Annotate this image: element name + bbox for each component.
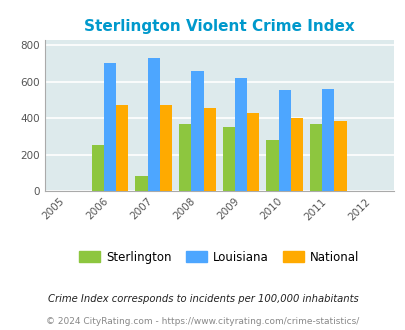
Title: Sterlington Violent Crime Index: Sterlington Violent Crime Index bbox=[84, 19, 354, 34]
Bar bbox=[278, 90, 290, 191]
Bar bbox=[104, 63, 116, 191]
Bar bbox=[160, 106, 172, 191]
Bar bbox=[309, 124, 322, 191]
Bar bbox=[191, 71, 203, 191]
Bar bbox=[247, 113, 259, 191]
Bar bbox=[222, 127, 234, 191]
Text: Crime Index corresponds to incidents per 100,000 inhabitants: Crime Index corresponds to incidents per… bbox=[47, 294, 358, 304]
Bar bbox=[135, 176, 147, 191]
Bar bbox=[322, 89, 334, 191]
Bar bbox=[147, 58, 160, 191]
Bar bbox=[203, 108, 215, 191]
Text: © 2024 CityRating.com - https://www.cityrating.com/crime-statistics/: © 2024 CityRating.com - https://www.city… bbox=[46, 317, 359, 326]
Bar bbox=[234, 78, 247, 191]
Legend: Sterlington, Louisiana, National: Sterlington, Louisiana, National bbox=[74, 246, 363, 268]
Bar bbox=[116, 105, 128, 191]
Bar bbox=[334, 121, 346, 191]
Bar bbox=[92, 145, 104, 191]
Bar bbox=[290, 118, 302, 191]
Bar bbox=[266, 140, 278, 191]
Bar bbox=[179, 124, 191, 191]
